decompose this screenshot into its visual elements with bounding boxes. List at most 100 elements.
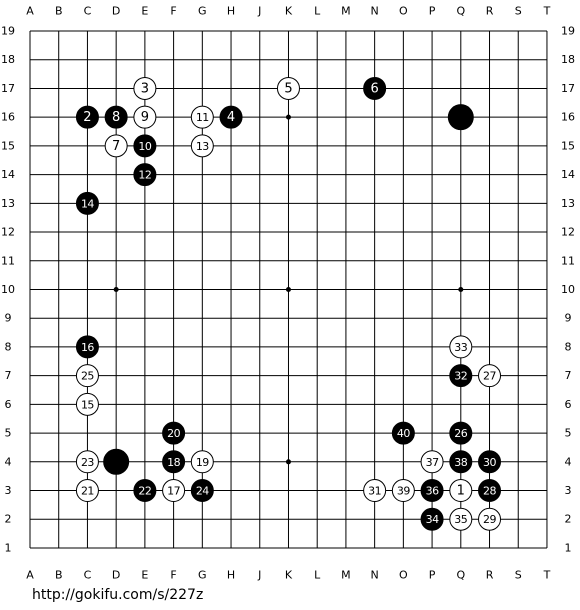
row-label: 16 (1, 111, 15, 124)
move-number: 36 (426, 485, 439, 498)
move-number: 31 (368, 485, 381, 498)
move-number: 19 (196, 456, 209, 469)
stone (391, 479, 415, 503)
row-label: 16 (561, 111, 575, 124)
stone (190, 479, 214, 503)
move-number: 14 (81, 197, 94, 210)
stone (75, 105, 99, 129)
row-label: 19 (1, 25, 15, 38)
stone (478, 450, 502, 474)
move-number: 40 (397, 427, 410, 440)
move-number: 29 (483, 513, 496, 526)
stone (75, 392, 99, 416)
column-label: O (399, 5, 408, 18)
move-number: 21 (81, 485, 94, 498)
stone (133, 105, 157, 129)
row-label: 3 (565, 484, 572, 497)
column-label: P (429, 569, 436, 582)
column-label: F (170, 569, 176, 582)
column-label: K (285, 569, 293, 582)
stone (190, 105, 214, 129)
stone (449, 364, 473, 388)
stone (276, 76, 300, 100)
move-number: 4 (227, 110, 235, 125)
move-number: 20 (167, 427, 180, 440)
column-label: C (84, 5, 92, 18)
stone (478, 507, 502, 531)
move-number: 33 (454, 341, 467, 354)
column-label: P (429, 5, 436, 18)
move-number: 30 (483, 456, 496, 469)
move-number: 3 (141, 81, 149, 96)
row-label: 10 (561, 283, 575, 296)
row-label: 2 (5, 513, 12, 526)
column-label: G (198, 569, 207, 582)
star-point (458, 286, 464, 292)
move-number: 1 (457, 484, 465, 499)
move-number: 27 (483, 370, 496, 383)
row-label: 7 (565, 369, 572, 382)
row-label: 15 (561, 139, 575, 152)
stone (478, 364, 502, 388)
stone (133, 163, 157, 187)
stone (363, 76, 387, 100)
row-label: 10 (1, 283, 15, 296)
stone (449, 507, 473, 531)
stone (104, 105, 128, 129)
row-label: 5 (5, 427, 12, 440)
column-label: N (371, 569, 379, 582)
stone (363, 479, 387, 503)
move-number: 35 (454, 513, 467, 526)
source-url: http://gokifu.com/s/227z (32, 587, 203, 603)
column-label: F (170, 5, 176, 18)
column-label: J (257, 5, 261, 18)
move-number: 24 (196, 485, 209, 498)
stone (162, 479, 186, 503)
star-point (113, 286, 119, 292)
move-number: 17 (167, 485, 180, 498)
move-number: 6 (370, 81, 378, 96)
move-number: 12 (138, 169, 151, 182)
row-label: 17 (561, 82, 575, 95)
stone (219, 105, 243, 129)
stone (133, 134, 157, 158)
stone (449, 450, 473, 474)
row-label: 6 (565, 398, 572, 411)
row-label: 18 (561, 53, 575, 66)
column-label: D (112, 569, 120, 582)
stone (190, 134, 214, 158)
stone (420, 507, 444, 531)
row-label: 3 (5, 484, 12, 497)
stone (75, 335, 99, 359)
move-number: 22 (138, 485, 151, 498)
column-label: G (198, 5, 207, 18)
stone (420, 450, 444, 474)
column-label: M (341, 5, 351, 18)
move-number: 25 (81, 370, 94, 383)
column-label: E (141, 5, 148, 18)
row-label: 13 (1, 197, 15, 210)
column-label: S (515, 5, 522, 18)
row-label: 1 (565, 541, 572, 554)
move-number: 10 (138, 140, 151, 153)
column-label: T (543, 569, 551, 582)
row-label: 6 (5, 398, 12, 411)
row-label: 8 (5, 340, 12, 353)
row-label: 14 (1, 168, 15, 181)
row-label: 8 (565, 340, 572, 353)
row-label: 15 (1, 139, 15, 152)
stone (449, 421, 473, 445)
stone (75, 450, 99, 474)
stone (103, 448, 130, 475)
stone (133, 76, 157, 100)
move-number: 9 (141, 110, 149, 125)
row-label: 9 (565, 312, 572, 325)
move-number: 34 (426, 513, 439, 526)
move-number: 16 (81, 341, 94, 354)
stone (420, 479, 444, 503)
stone (478, 479, 502, 503)
move-number: 13 (196, 140, 209, 153)
column-label: O (399, 569, 408, 582)
